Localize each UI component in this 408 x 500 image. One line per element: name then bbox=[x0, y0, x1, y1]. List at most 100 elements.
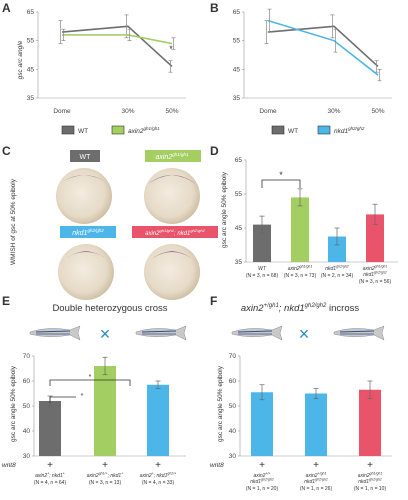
panel-label-b: B bbox=[210, 1, 219, 15]
legend-label-axin2: axin2gh1/gh1 bbox=[128, 126, 160, 135]
y-tick-label: 55 bbox=[27, 38, 35, 45]
legend-axin2-text: axin2 bbox=[128, 128, 144, 135]
y-tick-label: 30 bbox=[229, 453, 237, 460]
group-label-text: axin2 bbox=[288, 266, 300, 272]
group-label-text: ; nkd1 bbox=[154, 473, 168, 479]
group-label-text: axin2 bbox=[140, 473, 152, 479]
y-tick-label: 55 bbox=[235, 191, 243, 198]
group-label-line2: nkd1gh2/gh2 bbox=[363, 271, 387, 279]
group-label-text: axin2 bbox=[306, 473, 318, 479]
legend-nkd1-text: nkd1 bbox=[334, 128, 348, 135]
label-double-text2: ; nkd1 bbox=[174, 231, 190, 237]
y-tick-label: 40 bbox=[23, 428, 31, 435]
wnt8-plus: + bbox=[47, 460, 53, 471]
group-label: WT bbox=[258, 266, 267, 272]
group-label-text: axin2 bbox=[363, 266, 375, 272]
bar-2 bbox=[147, 384, 169, 456]
group-label-sup: +/+ bbox=[265, 472, 270, 476]
group-label: axin2gh1/gh1 bbox=[363, 265, 388, 273]
panel-c-ylabel: WMISH of gsc at 50% epiboly bbox=[10, 178, 17, 265]
label-nkd1-text: nkd1 bbox=[72, 230, 87, 237]
panel-label-c: C bbox=[2, 144, 11, 158]
label-axin2-text: axin2 bbox=[155, 154, 172, 161]
fish-icon bbox=[29, 325, 81, 341]
group-label-sup: gh1/gh1 bbox=[370, 472, 383, 476]
x-tick-label: 50% bbox=[165, 108, 178, 115]
group-label-text: nkd1 bbox=[304, 479, 315, 485]
group-n: (N = 1, n = 26) bbox=[300, 486, 333, 492]
group-label: axin2+/+ bbox=[253, 472, 270, 480]
label-box-wt bbox=[70, 150, 100, 162]
fish-icon bbox=[333, 325, 385, 341]
group-label-sup: gh1/gh1 bbox=[300, 265, 313, 269]
y-tick-label: 50 bbox=[23, 403, 31, 410]
panel-e-row-label: wnt8 bbox=[2, 462, 16, 469]
group-n: (N = 3, n = 56) bbox=[359, 279, 392, 285]
panel-e-bracket-1 bbox=[49, 379, 131, 386]
legend-label-wt: WT bbox=[78, 128, 88, 135]
panel-label-d: D bbox=[210, 144, 219, 158]
y-tick-label: 35 bbox=[27, 95, 35, 102]
panel-label-f: F bbox=[210, 294, 217, 308]
panel-a-line-chart: gsc arc angle 65 55 45 35 Dome 30% 50% * WT a… bbox=[17, 9, 186, 135]
legend-swatch-wt bbox=[61, 125, 75, 135]
label-wt: WT bbox=[80, 154, 92, 161]
panel-f-title-a: axin2 bbox=[241, 303, 264, 314]
group-n: (N = 2, n = 34) bbox=[321, 273, 354, 279]
embryo-double bbox=[144, 244, 200, 300]
panel-f-title-a-sup: +/gh1 bbox=[264, 303, 279, 309]
x-tick-label: Dome bbox=[53, 108, 71, 115]
group-label: nkd1gh2/gh2 bbox=[325, 265, 349, 273]
group-label: axin2+/gh1 bbox=[306, 472, 327, 480]
group-n: (N = 3, n = 73) bbox=[284, 273, 317, 279]
y-tick-label: 35 bbox=[233, 95, 241, 102]
panel-d-significance-star: * bbox=[279, 170, 283, 180]
panel-f-title-c: incross bbox=[326, 303, 359, 314]
cross-icon: × bbox=[100, 324, 111, 344]
label-double: axin2gh1/gh1; nkd1gh2/gh2 bbox=[145, 228, 205, 237]
bar-1 bbox=[94, 366, 116, 456]
group-label: axin2gh1/+; nkd1+ bbox=[87, 472, 123, 480]
panel-e-title: Double heterozygous cross bbox=[52, 303, 167, 314]
group-label-text: nkd1 bbox=[358, 479, 369, 485]
bar-0 bbox=[39, 401, 61, 456]
group-label-sup: gh1/gh1 bbox=[375, 265, 388, 269]
y-tick-label: 65 bbox=[233, 9, 241, 16]
panel-e-bracket-2 bbox=[49, 396, 76, 403]
group-label: axin2+; nkd1+ bbox=[35, 472, 65, 480]
panel-label-e: E bbox=[2, 294, 10, 308]
y-tick-label: 70 bbox=[229, 353, 237, 360]
legend-label-nkd1: nkd1gh2/gh2 bbox=[334, 126, 365, 135]
bar-3 bbox=[366, 214, 384, 262]
y-tick-label: 60 bbox=[23, 378, 31, 385]
label-axin2: axin2gh1/gh1 bbox=[155, 152, 188, 161]
group-label-text: nkd1 bbox=[250, 479, 261, 485]
group-label-sup: + bbox=[63, 472, 65, 476]
label-nkd1: nkd1gh2/gh2 bbox=[72, 228, 104, 237]
cross-icon: × bbox=[299, 324, 310, 344]
group-label: axin2gh1/gh1 bbox=[288, 265, 313, 273]
panel-d-ylabel: gsc arc angle 50% epiboly bbox=[221, 171, 228, 248]
group-label-text: ; nkd1 bbox=[49, 473, 63, 479]
group-label-sup: gh2/gh2 bbox=[369, 478, 382, 482]
panel-f-ylabel: gsc arc angle 50% epiboly bbox=[217, 365, 224, 442]
group-n: (N = 3, n = 68) bbox=[246, 273, 279, 279]
panel-a-significance-star: * bbox=[169, 44, 173, 54]
label-box-nkd1 bbox=[60, 226, 116, 238]
group-label-line2: nkd1gh2/gh2 bbox=[250, 478, 274, 486]
bar-1 bbox=[305, 393, 327, 456]
label-double-text1: axin2 bbox=[145, 231, 160, 237]
group-label-sup: gh2/gh2 bbox=[261, 478, 274, 482]
label-box-axin2 bbox=[145, 150, 201, 162]
y-tick-label: 45 bbox=[233, 66, 241, 73]
embryo-axin2 bbox=[144, 168, 200, 224]
y-tick-label: 45 bbox=[27, 66, 35, 73]
label-box-double bbox=[132, 226, 218, 238]
embryo-nkd1 bbox=[58, 244, 114, 300]
group-n: (N = 3, n = 13) bbox=[89, 480, 122, 486]
legend-axin2-sup: gh1/gh1 bbox=[144, 126, 161, 131]
wnt8-plus: + bbox=[367, 460, 373, 471]
label-double-sup2: gh2/gh2 bbox=[190, 228, 205, 233]
